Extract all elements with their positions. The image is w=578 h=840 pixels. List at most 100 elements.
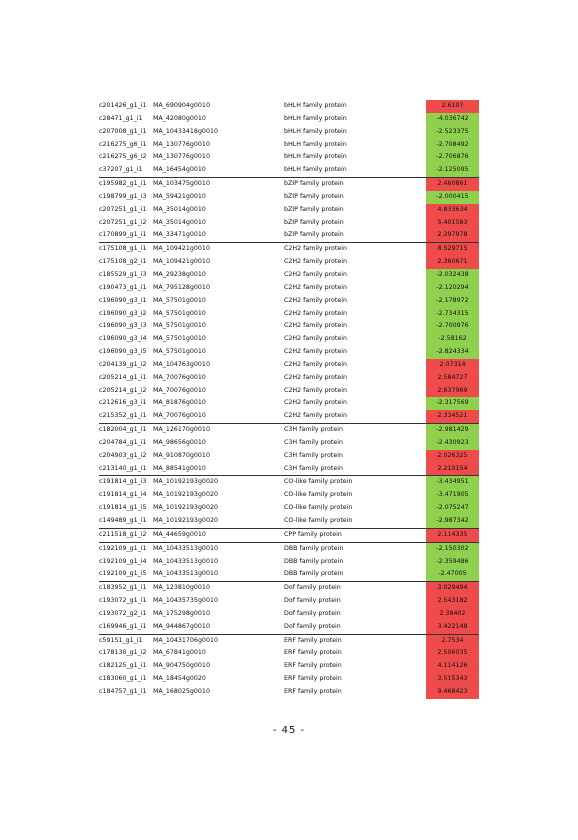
family-name: C2H2 family protein [284,296,347,304]
family-name: C2H2 family protein [284,386,347,394]
table-row: c196090_g3_i2 MA_57501g0010 C2H2 family pr… [99,307,479,321]
fold-change: 3.422148 [426,620,479,634]
page-number: - 45 - [272,725,306,736]
fold-change: 2.07314 [426,358,479,372]
fold-change: -2.700976 [426,320,479,334]
transcript-id: c37207_g1_i1 [99,166,143,174]
transcript-id: c216275_g6_i1 [99,140,147,148]
transcript-id: c183060_g1_i1 [99,675,147,683]
table-row: c207008_g1_i1 MA_10433418g0010 bHLH family… [99,125,479,139]
transcript-id: c216275_g6_i2 [99,153,147,161]
family-name: bHLH family protein [284,153,347,161]
family-name: bHLH family protein [284,102,347,109]
fold-change: -2.708492 [426,138,479,152]
table-group: c191814_g1_i3 MA_10192193g0020 CO-like fam… [99,476,479,529]
transcript-id: c212616_g3_i1 [99,399,147,407]
table-row: c175108_g1_i1 MA_109421g0010 C2H2 family p… [99,243,479,257]
gene-id: MA_16454g0010 [153,166,206,174]
family-name: bHLH family protein [284,140,347,148]
table-row: c211518_g1_i2 MA_44659g0010 CPP family pro… [99,528,479,542]
fold-change: 3.029494 [426,582,479,596]
transcript-id: c215352_g1_i1 [99,412,147,420]
family-name: C3H family protein [284,464,343,472]
transcript-id: c191814_g1_i4 [99,491,147,499]
table-row: c205214_g1_i1 MA_70076g0010 C2H2 family pr… [99,371,479,385]
fold-change: 4.114126 [426,660,479,674]
table-row: c59151_g1_i1 MA_10431706g0010 ERF family p… [99,634,479,648]
family-name: bHLH family protein [284,166,347,174]
gene-id: MA_175298g0010 [153,609,210,617]
table-row: c28471_g1_i1 MA_42080g0010 bHLH family pro… [99,112,479,126]
family-name: CO-like family protein [284,491,353,499]
table-group: c211518_g1_i2 MA_44659g0010 CPP family pro… [99,528,479,543]
table-row: c169946_g1_i1 MA_944867g0010 Dof family pr… [99,620,479,634]
fold-change: -2.58162 [426,333,479,347]
transcript-id: c170899_g1_i1 [99,231,147,239]
family-name: C3H family protein [284,438,343,446]
gene-id: MA_10433513g0010 [153,570,218,578]
transcript-id: c182125_g1_i1 [99,662,147,670]
fold-change: -2.987342 [426,515,479,528]
transcript-id: c193072_g1_i1 [99,597,147,605]
transcript-id: c193072_g2_i1 [99,609,147,617]
family-name: CPP family protein [284,530,342,538]
fold-change: 2.506035 [426,647,479,661]
table-row: c213140_g1_i1 MA_88541g0010 C3H family pro… [99,462,479,476]
family-name: bHLH family protein [284,127,347,135]
gene-id: MA_35014g0010 [153,205,206,213]
table-group: c192109_g1_i1 MA_10433513g0010 DBB family … [99,542,479,583]
transcript-id: c169946_g1_i1 [99,622,147,630]
family-name: bZIP family protein [284,231,344,239]
table-row: c183952_g1_i1 MA_123810g0010 Dof family pr… [99,582,479,596]
transcript-id: c191814_g1_i5 [99,504,147,512]
family-name: ERF family protein [284,662,342,670]
transcript-id: c196090_g3_i4 [99,335,147,343]
transcript-id: c175108_g1_i1 [99,245,147,253]
fold-change: 3.515343 [426,673,479,686]
gene-id: MA_126170g0010 [153,426,210,434]
fold-change: -2.317569 [426,397,479,411]
gene-id: MA_10192193g0020 [153,491,218,499]
transcript-id: c211518_g1_i2 [99,530,147,538]
table-row: c196090_g3_i3 MA_57501g0010 C2H2 family pr… [99,320,479,334]
table-row: c183060_g1_i1 MA_18454g0020 ERF family pro… [99,673,479,686]
gene-id: MA_57501g0010 [153,322,206,330]
transcript-id: c201426_g1_i1 [99,102,147,109]
fold-change: 2.114335 [426,528,479,542]
transcript-id: c192109_g1_i1 [99,544,147,552]
gene-id: MA_910870g0010 [153,451,210,459]
transcript-id: c198799_g1_i3 [99,192,147,200]
table-row: c205214_g1_i2 MA_70076g0010 C2H2 family pr… [99,384,479,398]
gene-id: MA_81876g0010 [153,399,206,407]
gene-id: MA_67841g0010 [153,649,206,657]
fold-change: -2.430923 [426,436,479,450]
gene-id: MA_10192193g0020 [153,504,218,512]
gene-id: MA_10192193g0020 [153,517,218,524]
family-name: DBB family protein [284,557,344,565]
gene-id: MA_795128g0010 [153,283,210,291]
family-name: C2H2 family protein [284,322,347,330]
fold-change: 2.360671 [426,256,479,269]
fold-change: -3.471905 [426,489,479,503]
transcript-id: c204903_g1_i2 [99,451,147,459]
table-row: c191814_g1_i4 MA_10192193g0020 CO-like fam… [99,489,479,503]
fold-change: 2.026325 [426,449,479,463]
family-name: C2H2 family protein [284,399,347,407]
gene-id: MA_70076g0010 [153,412,206,420]
transcript-id: c205214_g1_i1 [99,373,147,381]
transcript-id: c190473_g1_i1 [99,283,147,291]
family-name: Dof family protein [284,584,341,592]
family-name: Dof family protein [284,597,341,605]
transcript-id: c196090_g3_i5 [99,348,147,356]
fold-change: 5.401583 [426,216,479,230]
gene-id: MA_103475g0010 [153,180,210,188]
transcript-id: c196090_g3_i2 [99,309,147,317]
fold-change: -2.075247 [426,502,479,515]
gene-id: MA_18454g0020 [153,675,206,683]
family-name: CO-like family protein [284,504,353,512]
gene-id: MA_57501g0010 [153,296,206,304]
family-name: ERF family protein [284,675,342,683]
table-row: c190473_g1_i1 MA_795128g0010 C2H2 family p… [99,281,479,295]
transcript-id: c207008_g1_i1 [99,127,147,135]
fold-change: 2.6107 [426,100,479,113]
